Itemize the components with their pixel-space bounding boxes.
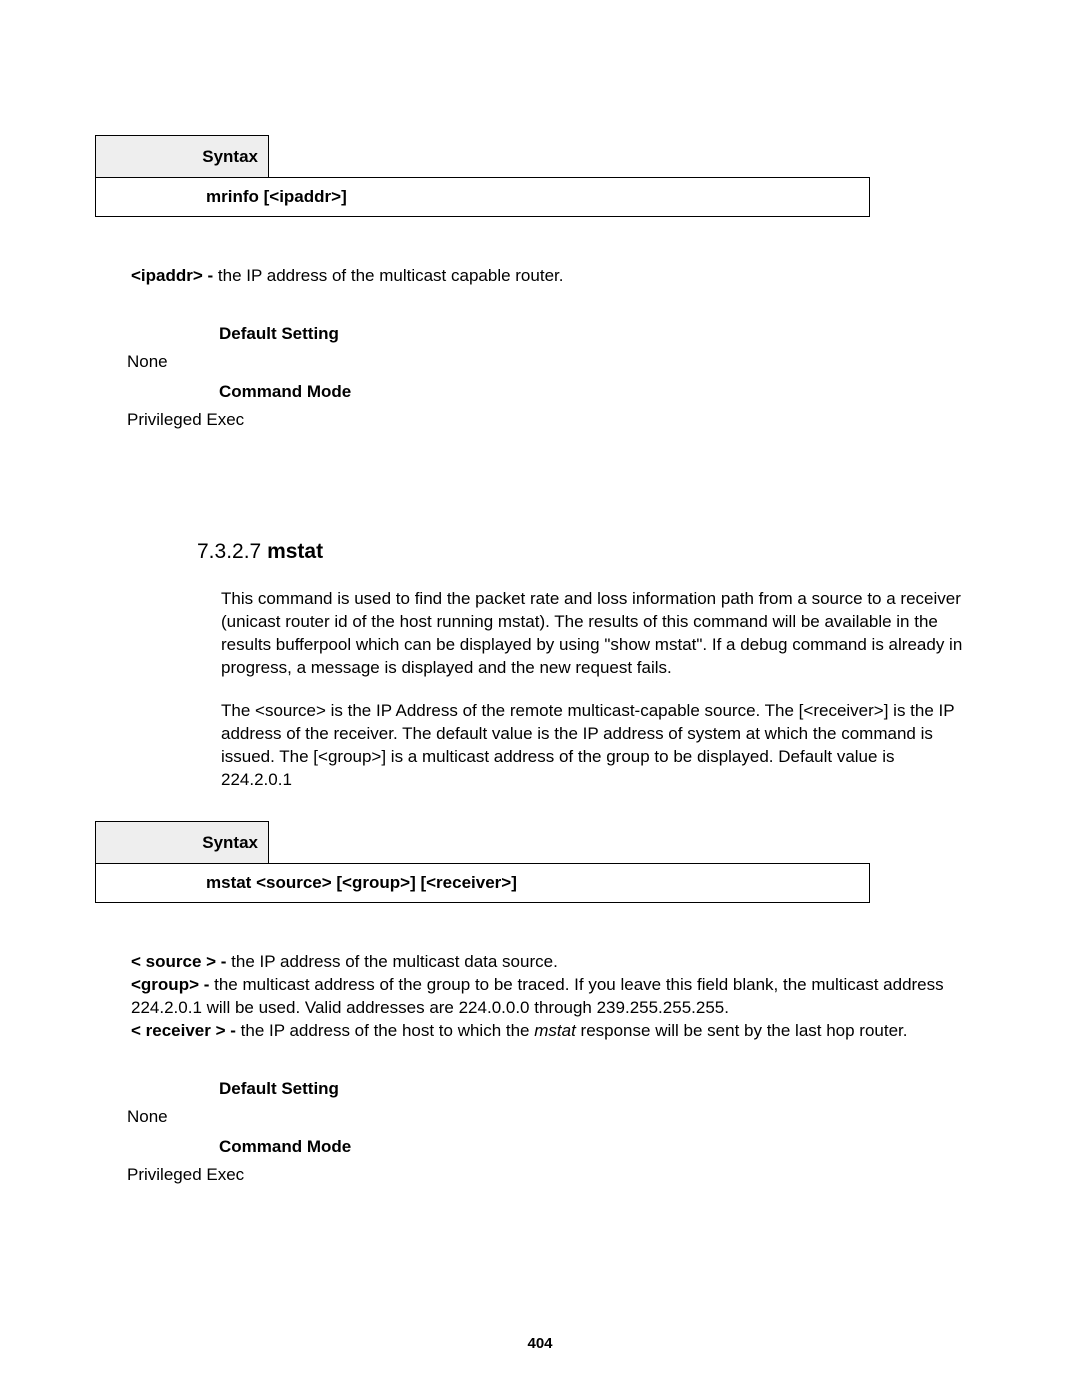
command-mode-value-1: Privileged Exec bbox=[127, 410, 985, 430]
param-ipaddr: <ipaddr> - the IP address of the multica… bbox=[131, 265, 985, 288]
syntax-command-cell-2: mstat <source> [<group>] [<receiver>] bbox=[96, 864, 870, 903]
param-receiver: < receiver > - the IP address of the hos… bbox=[131, 1020, 985, 1043]
syntax-label-cell: Syntax bbox=[96, 136, 269, 178]
syntax-empty-cell bbox=[269, 136, 870, 178]
section-mstat: 7.3.2.7 mstat This command is used to fi… bbox=[197, 540, 985, 792]
document-page: Syntax mrinfo [<ipaddr>] <ipaddr> - the … bbox=[0, 0, 1080, 1397]
default-setting-heading-1: Default Setting bbox=[219, 324, 985, 344]
page-number: 404 bbox=[0, 1335, 1080, 1352]
section-para-2: The <source> is the IP Address of the re… bbox=[221, 700, 965, 792]
syntax-table-mstat: Syntax mstat <source> [<group>] [<receiv… bbox=[95, 821, 870, 903]
section-heading: 7.3.2.7 mstat bbox=[197, 540, 985, 564]
param-group-desc: the multicast address of the group to be… bbox=[131, 975, 944, 1017]
param-group: <group> - the multicast address of the g… bbox=[131, 974, 985, 1020]
section-title: mstat bbox=[267, 540, 323, 563]
section-para-1: This command is used to find the packet … bbox=[221, 588, 965, 680]
section-number: 7.3.2.7 bbox=[197, 540, 267, 563]
default-setting-value-1: None bbox=[127, 352, 985, 372]
default-setting-heading-2: Default Setting bbox=[219, 1079, 985, 1099]
param-receiver-desc-em: mstat bbox=[534, 1021, 576, 1040]
command-mode-heading-2: Command Mode bbox=[219, 1137, 985, 1157]
syntax-label-cell-2: Syntax bbox=[96, 822, 269, 864]
param-source-name: < source > - bbox=[131, 952, 226, 971]
command-mode-heading-1: Command Mode bbox=[219, 382, 985, 402]
param-receiver-desc-post: response will be sent by the last hop ro… bbox=[576, 1021, 908, 1040]
param-group-name: <group> - bbox=[131, 975, 209, 994]
param-receiver-name: < receiver > - bbox=[131, 1021, 236, 1040]
param-desc: the IP address of the multicast capable … bbox=[213, 266, 563, 285]
command-mode-value-2: Privileged Exec bbox=[127, 1165, 985, 1185]
default-setting-value-2: None bbox=[127, 1107, 985, 1127]
syntax-table-mrinfo: Syntax mrinfo [<ipaddr>] bbox=[95, 135, 870, 217]
param-source-desc: the IP address of the multicast data sou… bbox=[226, 952, 557, 971]
param-source: < source > - the IP address of the multi… bbox=[131, 951, 985, 974]
param-name: <ipaddr> - bbox=[131, 266, 213, 285]
param-block-mstat: < source > - the IP address of the multi… bbox=[131, 951, 985, 1043]
syntax-command-cell: mrinfo [<ipaddr>] bbox=[96, 178, 870, 217]
param-receiver-desc-pre: the IP address of the host to which the bbox=[236, 1021, 534, 1040]
syntax-empty-cell-2 bbox=[269, 822, 870, 864]
